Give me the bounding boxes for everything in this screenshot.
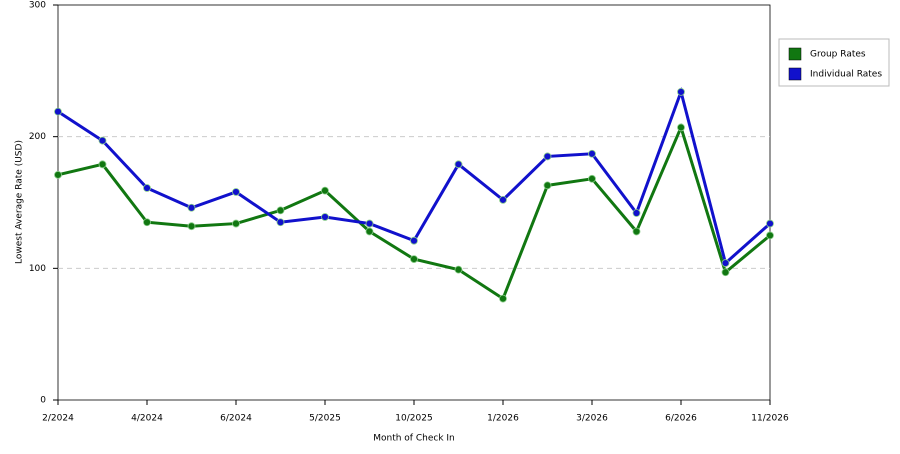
data-point bbox=[677, 123, 685, 132]
data-point bbox=[143, 218, 151, 227]
data-point bbox=[232, 219, 240, 228]
legend-swatch bbox=[788, 47, 802, 61]
data-point bbox=[721, 268, 730, 277]
x-tick-label: 4/2024 bbox=[131, 414, 163, 424]
x-tick-label: 3/2026 bbox=[576, 414, 608, 424]
x-tick-label: 5/2025 bbox=[309, 414, 341, 424]
data-point bbox=[588, 174, 596, 183]
data-point bbox=[365, 219, 374, 228]
plot-frame bbox=[57, 4, 771, 401]
x-tick-label: 2/2024 bbox=[42, 414, 74, 424]
y-tick-label: 100 bbox=[29, 264, 46, 274]
legend-label: Group Rates bbox=[810, 50, 866, 60]
data-point bbox=[410, 236, 418, 245]
data-point bbox=[454, 160, 463, 169]
data-point bbox=[543, 181, 552, 190]
data-point bbox=[632, 227, 641, 236]
data-point bbox=[187, 203, 196, 212]
x-tick-label: 6/2026 bbox=[665, 414, 697, 424]
data-point bbox=[588, 149, 596, 158]
legend-label: Individual Rates bbox=[810, 70, 882, 80]
data-point bbox=[98, 136, 107, 145]
data-point bbox=[365, 227, 374, 236]
data-point bbox=[454, 265, 463, 274]
y-tick-label: 0 bbox=[40, 396, 46, 406]
x-tick-label: 1/2026 bbox=[487, 414, 519, 424]
x-tick-label: 11/2026 bbox=[751, 414, 789, 424]
data-point bbox=[276, 206, 285, 215]
data-point bbox=[321, 213, 329, 221]
x-tick-label: 6/2024 bbox=[220, 414, 252, 424]
y-tick-label: 200 bbox=[29, 132, 46, 142]
series-line bbox=[57, 123, 771, 301]
data-point bbox=[499, 195, 507, 204]
data-point bbox=[677, 88, 685, 96]
data-point bbox=[276, 218, 285, 227]
data-point bbox=[321, 186, 329, 195]
data-point bbox=[54, 170, 62, 179]
x-tick-label: 10/2025 bbox=[395, 414, 432, 424]
data-point bbox=[54, 107, 62, 116]
x-axis-label: Month of Check In bbox=[373, 434, 455, 444]
legend-swatch bbox=[788, 67, 802, 81]
y-axis-label: Lowest Average Rate (USD) bbox=[15, 140, 25, 264]
y-tick-label: 300 bbox=[29, 1, 46, 11]
data-point bbox=[410, 255, 418, 264]
data-point bbox=[98, 160, 107, 169]
data-point bbox=[499, 294, 507, 303]
data-point bbox=[187, 222, 196, 231]
data-point bbox=[766, 231, 774, 240]
data-point bbox=[766, 219, 774, 228]
data-point bbox=[232, 188, 240, 196]
data-point bbox=[143, 184, 151, 192]
data-point bbox=[721, 259, 730, 267]
data-point bbox=[632, 209, 641, 217]
data-point bbox=[543, 152, 552, 161]
